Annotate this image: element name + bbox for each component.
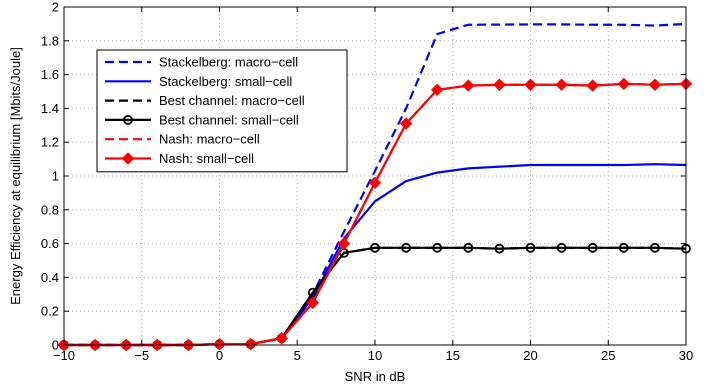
legend-label: Stackelberg: macro−cell <box>159 55 298 70</box>
y-tick-label: 1.4 <box>41 101 59 116</box>
ticks <box>63 6 687 346</box>
y-tick-label: 0 <box>52 338 59 353</box>
legend-item: Nash: small−cell <box>105 151 254 166</box>
legend-label: Best channel: macro−cell <box>159 93 305 108</box>
legend: Stackelberg: macro−cell Stackelberg: smal… <box>96 49 348 173</box>
data-point <box>462 79 475 92</box>
y-tick-label: 0.8 <box>41 202 59 217</box>
y-axis-label: Energy Efficiency at equilibrium [Mbits/… <box>8 47 23 305</box>
legend-marker <box>123 115 133 125</box>
x-axis-label: SNR in dB <box>345 369 406 384</box>
y-tick-label: 0.6 <box>41 236 59 251</box>
data-point <box>306 296 320 309</box>
y-tick-label: 0.4 <box>41 270 59 285</box>
y-tick-label: 1.8 <box>41 33 59 48</box>
legend-label: Stackelberg: small−cell <box>159 74 292 89</box>
legend-label: Nash: macro−cell <box>159 132 260 147</box>
legend-label: Nash: small−cell <box>159 151 254 166</box>
y-tick-label: 0.2 <box>41 304 59 319</box>
data-point <box>337 237 351 250</box>
legend-item: Stackelberg: macro−cell <box>105 55 298 70</box>
legend-item: Stackelberg: small−cell <box>105 74 292 89</box>
x-tick-label: 20 <box>523 348 537 363</box>
x-tick-label: 15 <box>446 348 460 363</box>
x-tick-label: −10 <box>53 348 75 363</box>
tick-labels: −10 −5 0 5 10 15 20 25 30 0 0.2 0.4 0.6 0.8 1 1.2 1.4 1.6… <box>41 0 693 363</box>
y-tick-label: 1 <box>52 169 59 184</box>
legend-item: Best channel: macro−cell <box>105 93 305 108</box>
y-tick-label: 1.6 <box>41 67 59 82</box>
x-tick-label: −5 <box>134 348 149 363</box>
x-tick-label: 25 <box>601 348 615 363</box>
legend-item: Best channel: small−cell <box>105 112 299 127</box>
y-tick-label: 2 <box>52 0 59 15</box>
x-tick-label: 0 <box>216 348 223 363</box>
data-point <box>586 79 599 92</box>
legend-item: Nash: macro−cell <box>105 132 260 147</box>
legend-label: Best channel: small−cell <box>159 112 299 127</box>
legend-marker <box>121 152 135 165</box>
x-tick-label: 5 <box>294 348 301 363</box>
x-tick-label: 10 <box>368 348 382 363</box>
y-tick-label: 1.2 <box>41 135 59 150</box>
x-tick-label: 30 <box>679 348 693 363</box>
legend-box <box>96 49 348 173</box>
